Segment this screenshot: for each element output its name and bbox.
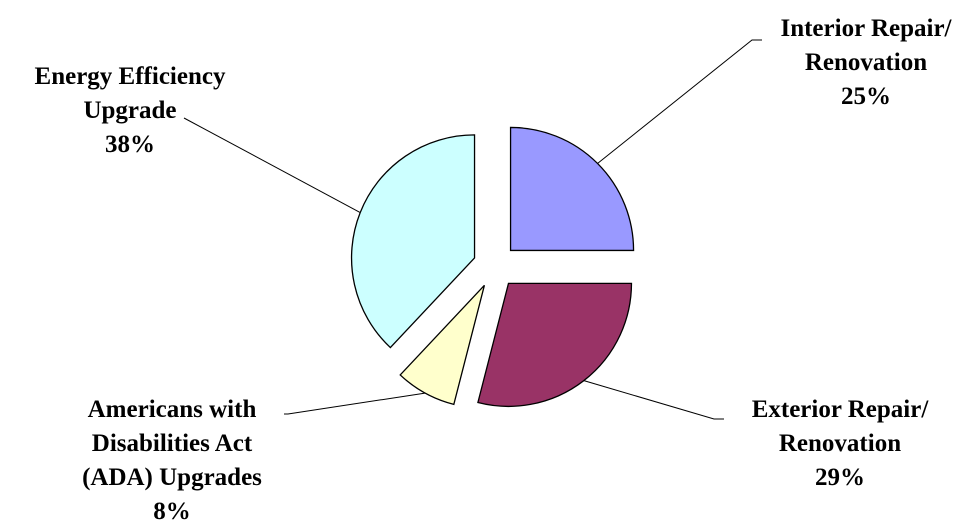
slice-label-exterior-repair-renovation: Exterior Repair/Renovation 29% [752, 396, 930, 491]
pie-slice-interior-repair-renovation [509, 126, 635, 252]
leader-line-exterior-repair-renovation [583, 380, 724, 420]
slice-label-interior-repair-renovation: Interior Repair/Renovation 25% [780, 15, 952, 110]
slice-percent-label: 25% [841, 83, 891, 110]
slice-label-americans-with-disabilities-act-ada-upgrades: Americans with Disabilities Act (ADA) Upgr… [82, 396, 262, 525]
pie-slice-americans-with-disabilities-act-ada-upgrades [399, 284, 486, 406]
slice-name-line: Renovation [779, 430, 901, 457]
slice-name-line: Energy Efficiency [35, 63, 226, 90]
slice-name-line: Upgrade [83, 97, 176, 124]
pie-slices [350, 126, 635, 407]
slice-name-line: Exterior Repair/ [752, 396, 930, 423]
leader-line-americans-with-disabilities-act-ada-upgrades [284, 392, 426, 415]
slice-name-line: Interior Repair/ [780, 15, 952, 42]
slice-label-energy-efficiency-upgrade: Energy Efficiency Upgrade 38% [35, 63, 226, 158]
slice-percent-label: 8% [153, 498, 191, 525]
leader-line-energy-efficiency-upgrade [183, 117, 361, 214]
leader-line-interior-repair-renovation [597, 39, 762, 164]
leader-lines [183, 39, 762, 420]
slice-name-line: Renovation [805, 49, 927, 76]
pie-slice-energy-efficiency-upgrade [350, 134, 476, 349]
slice-name-line: Americans with [88, 396, 257, 423]
slice-name-line: (ADA) Upgrades [82, 464, 262, 491]
slice-percent-label: 29% [815, 464, 865, 491]
slice-labels: Interior Repair/Renovation 25% Exterior Re… [35, 15, 953, 525]
pie-slice-exterior-repair-renovation [477, 282, 633, 407]
slice-name-line: Disabilities Act [92, 430, 253, 457]
slice-percent-label: 38% [105, 131, 155, 158]
